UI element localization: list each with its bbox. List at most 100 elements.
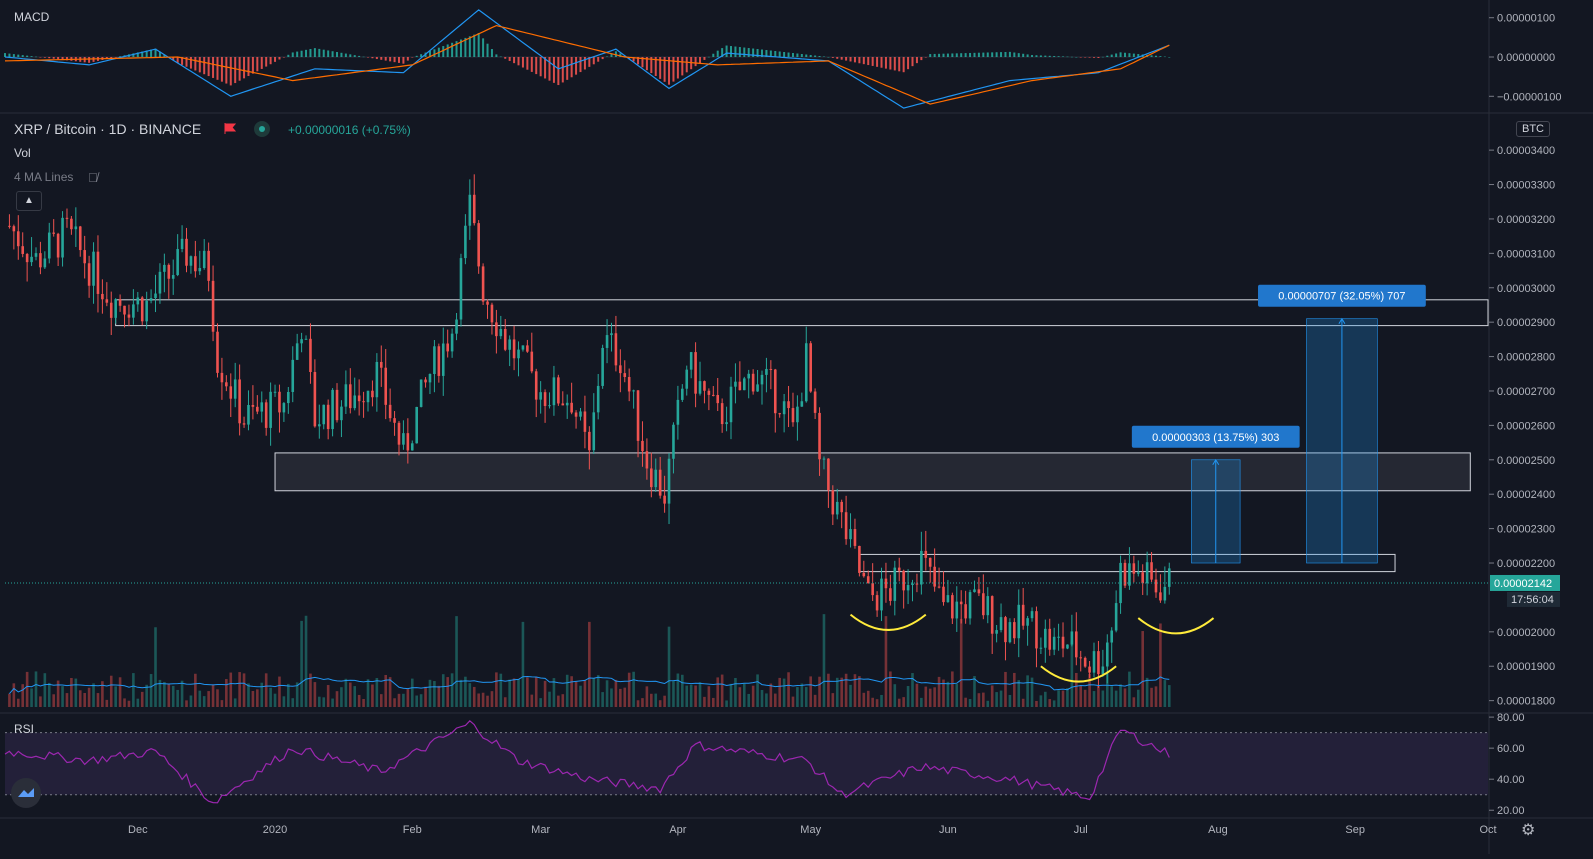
volume-bar bbox=[592, 678, 596, 707]
candle-body bbox=[233, 379, 237, 399]
volume-bar bbox=[672, 680, 675, 707]
volume-bar bbox=[344, 678, 348, 707]
rsi-tick-label: 60.00 bbox=[1497, 743, 1525, 755]
macd-histogram-bar bbox=[265, 57, 268, 67]
macd-tick-label: −0.00000100 bbox=[1497, 91, 1562, 103]
symbol-title[interactable]: XRP / Bitcoin · 1D · BINANCE bbox=[14, 121, 202, 137]
candle-body bbox=[804, 343, 808, 402]
candle-body bbox=[893, 567, 897, 601]
volume-bar bbox=[1035, 700, 1038, 707]
candle-body bbox=[47, 232, 51, 259]
candle-body bbox=[645, 451, 649, 469]
macd-histogram-bar bbox=[1106, 55, 1109, 57]
macd-histogram-bar bbox=[614, 51, 617, 57]
macd-histogram-bar bbox=[1079, 57, 1082, 58]
collapse-chevron-icon[interactable]: ▲ bbox=[16, 191, 42, 211]
macd-histogram-bar bbox=[459, 39, 462, 57]
macd-histogram-bar bbox=[119, 56, 122, 57]
candle-body bbox=[366, 390, 370, 403]
macd-histogram-bar bbox=[760, 49, 763, 57]
macd-histogram-bar bbox=[296, 51, 299, 57]
candle-body bbox=[738, 381, 742, 391]
volume-bar bbox=[866, 690, 870, 707]
macd-histogram-bar bbox=[548, 57, 551, 81]
macd-histogram-bar bbox=[207, 57, 210, 77]
macd-histogram-bar bbox=[601, 57, 604, 60]
candle-body bbox=[260, 402, 264, 412]
macd-histogram-bar bbox=[955, 53, 958, 57]
volume-bar bbox=[827, 673, 830, 707]
candle-body bbox=[605, 335, 609, 348]
currency-badge[interactable]: BTC bbox=[1516, 121, 1550, 137]
price-change: +0.00000016 (+0.75%) bbox=[288, 123, 411, 137]
candle-body bbox=[862, 572, 866, 577]
volume-bar bbox=[1114, 690, 1118, 707]
gear-icon[interactable]: ⚙ bbox=[1521, 822, 1536, 839]
volume-bar bbox=[906, 686, 910, 707]
candle-body bbox=[300, 339, 303, 344]
candle-body bbox=[419, 379, 423, 407]
candle-body bbox=[561, 403, 565, 406]
macd-histogram-bar bbox=[1093, 57, 1096, 58]
macd-histogram-bar bbox=[991, 52, 994, 57]
macd-histogram-bar bbox=[933, 53, 936, 57]
candle-body bbox=[56, 233, 60, 258]
macd-histogram-bar bbox=[880, 57, 883, 68]
macd-histogram-bar bbox=[570, 57, 573, 78]
candle-body bbox=[61, 217, 64, 258]
candle-body bbox=[1004, 617, 1007, 643]
y-tick-label: 0.00003000 bbox=[1497, 283, 1555, 295]
volume-bar bbox=[216, 689, 219, 707]
macd-histogram-bar bbox=[579, 57, 582, 73]
volume-bar bbox=[543, 680, 547, 707]
macd-histogram-bar bbox=[145, 50, 148, 57]
candle-body bbox=[565, 402, 569, 406]
candle-body bbox=[149, 298, 153, 301]
tradingview-logo-icon[interactable] bbox=[11, 778, 41, 808]
macd-histogram-bar bbox=[668, 57, 671, 85]
market-status-icon[interactable] bbox=[254, 121, 270, 137]
macd-histogram-bar bbox=[946, 53, 949, 57]
macd-histogram-bar bbox=[632, 57, 635, 62]
x-tick-label: Mar bbox=[531, 824, 550, 836]
candle-body bbox=[871, 583, 874, 596]
macd-histogram-bar bbox=[482, 38, 485, 57]
candle-body bbox=[34, 253, 38, 257]
macd-histogram-bar bbox=[1159, 56, 1162, 57]
eye-hidden-icon[interactable]: 👁̸ bbox=[88, 170, 98, 185]
macd-histogram-bar bbox=[21, 55, 24, 57]
macd-histogram-bar bbox=[853, 57, 856, 63]
volume-bar bbox=[636, 700, 640, 707]
macd-histogram-bar bbox=[544, 57, 547, 79]
volume-bar bbox=[893, 684, 897, 707]
macd-histogram-bar bbox=[65, 57, 68, 61]
macd-histogram-bar bbox=[318, 48, 321, 57]
volume-bar bbox=[818, 676, 821, 707]
volume-bar bbox=[450, 673, 454, 707]
candle-body bbox=[446, 343, 449, 352]
volume-bar bbox=[16, 698, 20, 707]
candle-body bbox=[441, 343, 445, 376]
volume-bar bbox=[835, 677, 839, 707]
macd-histogram-bar bbox=[4, 53, 6, 57]
volume-bar bbox=[645, 686, 649, 707]
macd-histogram-bar bbox=[287, 54, 290, 57]
volume-bar bbox=[778, 677, 782, 707]
macd-histogram-bar bbox=[1026, 54, 1029, 57]
volume-bar bbox=[734, 677, 737, 707]
volume-bar bbox=[123, 698, 126, 707]
candle-body bbox=[1119, 562, 1122, 604]
macd-histogram-bar bbox=[243, 57, 246, 79]
volume-bar bbox=[163, 681, 166, 707]
volume-bar bbox=[21, 684, 25, 707]
candle-body bbox=[982, 593, 985, 616]
volume-bar bbox=[928, 688, 932, 707]
volume-bar bbox=[729, 683, 733, 707]
candle-body bbox=[1079, 657, 1083, 659]
macd-histogram-bar bbox=[822, 56, 825, 58]
candle-body bbox=[118, 299, 122, 306]
volume-bar bbox=[1083, 689, 1087, 707]
flag-icon[interactable] bbox=[224, 123, 236, 134]
